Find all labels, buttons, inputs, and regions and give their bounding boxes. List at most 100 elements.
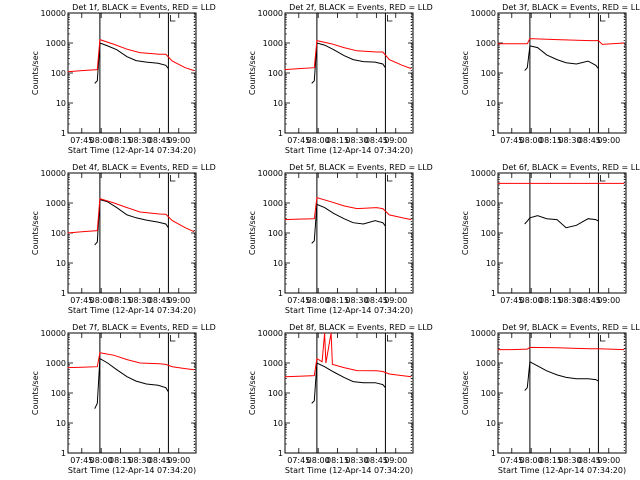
y-tick-label: 10 — [273, 99, 283, 108]
y-tick-label: 10000 — [41, 9, 66, 18]
y-tick-label: 1000 — [46, 359, 66, 368]
y-tick-label: 10 — [273, 259, 283, 268]
x-tick-label: 08:30 — [558, 456, 581, 465]
series-line-lld — [497, 346, 625, 351]
x-tick-label: 08:45 — [578, 456, 601, 465]
y-tick-label: 1000 — [263, 39, 283, 48]
x-tick-label: 08:45 — [148, 456, 171, 465]
x-tick-label: 08:00 — [520, 136, 543, 145]
x-tick-label: 08:00 — [520, 456, 543, 465]
series-line-events — [524, 215, 599, 229]
series-line-events — [524, 361, 599, 391]
x-tick-label: 08:45 — [578, 296, 601, 305]
y-tick-label: 100 — [51, 69, 66, 78]
y-tick-label: 100 — [51, 229, 66, 238]
y-tick-label: 100 — [481, 389, 496, 398]
x-tick-label: 08:30 — [345, 136, 368, 145]
interval-bracket — [387, 335, 393, 342]
y-tick-label: 1 — [278, 449, 283, 458]
y-axis-label: Counts/sec — [461, 51, 470, 95]
x-tick-label: 08:45 — [365, 456, 388, 465]
x-tick-label: 08:30 — [345, 456, 368, 465]
y-tick-label: 10000 — [258, 9, 283, 18]
x-tick-label: 08:15 — [109, 136, 132, 145]
x-tick-label: 08:00 — [90, 136, 113, 145]
x-tick-label: 07:45 — [500, 136, 523, 145]
plot-frame — [284, 332, 414, 454]
x-tick-label: 08:30 — [128, 456, 151, 465]
y-tick-label: 1000 — [263, 199, 283, 208]
chart-panel-6: Det 6f, BLACK = Events, RED = LLD 1 10 100 1… — [461, 163, 640, 305]
x-axis-label: Start Time (12-Apr-14 07:34:20) — [285, 146, 413, 155]
x-axis-label: Start Time (12-Apr-14 07:34:20) — [68, 146, 196, 155]
y-axis-label: Counts/sec — [31, 371, 40, 415]
chart-panel-4: Det 4f, BLACK = Events, RED = LLD 1 10 100 1… — [31, 163, 216, 315]
x-tick-label: 08:15 — [326, 296, 349, 305]
x-tick-label: 08:45 — [365, 136, 388, 145]
series-line-lld — [67, 38, 195, 73]
y-tick-label: 1000 — [46, 39, 66, 48]
y-tick-label: 1 — [278, 289, 283, 298]
series-line-events — [94, 357, 169, 409]
interval-bracket — [387, 175, 393, 182]
x-tick-label: 08:15 — [539, 296, 562, 305]
x-tick-label: 08:00 — [307, 456, 330, 465]
y-axis-label: Counts/sec — [248, 51, 257, 95]
x-axis-label: Start Time (12-Apr-14 07:34:20) — [285, 306, 413, 315]
x-tick-label: 07:45 — [70, 136, 93, 145]
x-tick-label: 08:15 — [326, 456, 349, 465]
x-tick-label: 08:00 — [520, 296, 543, 305]
y-tick-label: 1 — [61, 449, 66, 458]
interval-bracket — [387, 15, 393, 22]
chart-title: Det 1f, BLACK = Events, RED = LLD — [72, 3, 216, 12]
series-line-events — [94, 42, 169, 84]
y-tick-label: 10 — [486, 259, 496, 268]
x-tick-label: 09:00 — [597, 136, 620, 145]
x-tick-label: 08:00 — [307, 136, 330, 145]
chart-panel-5: Det 5f, BLACK = Events, RED = LLD 1 10 100 1… — [248, 163, 433, 315]
series-line-events — [311, 203, 386, 244]
x-tick-label: 08:30 — [558, 296, 581, 305]
x-tick-label: 09:00 — [167, 456, 190, 465]
y-axis-label: Counts/sec — [248, 371, 257, 415]
x-tick-label: 07:45 — [500, 296, 523, 305]
y-axis-label: Counts/sec — [248, 211, 257, 255]
x-tick-label: 09:00 — [167, 136, 190, 145]
x-tick-label: 09:00 — [167, 296, 190, 305]
y-axis-label: Counts/sec — [31, 51, 40, 95]
y-tick-label: 1000 — [46, 199, 66, 208]
y-tick-label: 10000 — [41, 169, 66, 178]
chart-panel-7: Det 7f, BLACK = Events, RED = LLD 1 10 100 1… — [31, 323, 216, 475]
y-tick-label: 10 — [273, 419, 283, 428]
series-line-lld — [497, 38, 625, 45]
chart-title: Det 4f, BLACK = Events, RED = LLD — [72, 163, 216, 172]
series-line-lld — [67, 197, 195, 234]
x-axis-label: Start Time (12-Apr-14 07:34:20) — [68, 466, 196, 475]
y-tick-label: 1000 — [476, 39, 496, 48]
y-tick-label: 10 — [56, 99, 66, 108]
plot-frame — [497, 12, 627, 134]
x-axis-label: Start Time (12-Apr-14 07:34:20) — [285, 466, 413, 475]
series-line-lld — [284, 332, 412, 378]
series-line-events — [311, 42, 386, 84]
interval-bracket — [600, 175, 606, 182]
x-tick-label: 08:45 — [578, 136, 601, 145]
x-tick-label: 07:45 — [287, 456, 310, 465]
chart-title: Det 6f, BLACK = Events, RED = LLD — [502, 163, 640, 172]
x-tick-label: 09:00 — [597, 456, 620, 465]
y-tick-label: 10 — [56, 419, 66, 428]
interval-bracket — [170, 335, 176, 342]
chart-title: Det 3f, BLACK = Events, RED = LLD — [502, 3, 640, 12]
x-tick-label: 08:30 — [558, 136, 581, 145]
series-line-events — [94, 198, 169, 246]
y-tick-label: 1 — [61, 289, 66, 298]
plot-frame — [497, 332, 627, 454]
y-tick-label: 100 — [268, 229, 283, 238]
x-tick-label: 08:15 — [326, 136, 349, 145]
x-tick-label: 07:45 — [500, 456, 523, 465]
series-line-lld — [284, 39, 412, 71]
y-tick-label: 1 — [491, 129, 496, 138]
x-tick-label: 09:00 — [384, 296, 407, 305]
y-tick-label: 10000 — [258, 329, 283, 338]
x-tick-label: 08:15 — [109, 456, 132, 465]
